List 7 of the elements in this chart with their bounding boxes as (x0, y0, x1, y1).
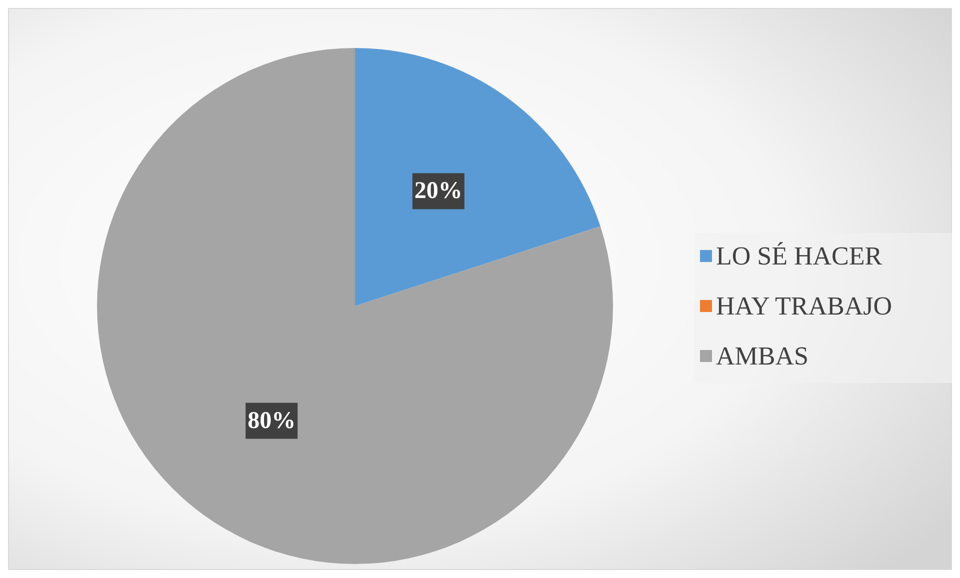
data-label: 20% (414, 178, 462, 204)
legend-label: LO SÉ HACER (716, 242, 883, 270)
pie-slice (355, 48, 600, 306)
legend-label: HAY TRABAJO (716, 292, 892, 320)
legend-label: AMBAS (716, 342, 808, 370)
data-label: 80% (248, 408, 296, 434)
pie-slice (97, 48, 613, 564)
